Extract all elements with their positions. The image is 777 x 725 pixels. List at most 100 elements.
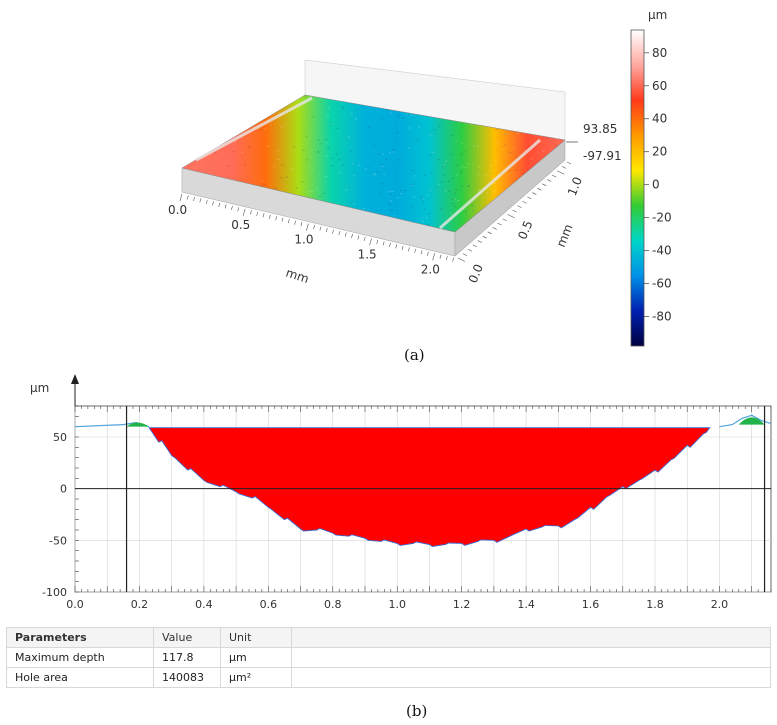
right-rim-ridge <box>439 138 541 230</box>
surface-speck <box>350 201 353 204</box>
surface-speck <box>357 164 360 166</box>
surface-speck <box>488 170 491 172</box>
surface-speck <box>341 233 343 234</box>
z-max-label: 93.85 <box>583 122 617 136</box>
surface-speck <box>310 190 313 192</box>
y-axis-tick <box>522 201 527 204</box>
surface-speck <box>325 155 328 157</box>
surface-speck <box>246 213 250 215</box>
surface-speck <box>319 195 322 198</box>
surface-speck <box>351 163 354 165</box>
surface-speck <box>331 157 334 159</box>
surface-speck <box>350 113 353 115</box>
surface-speck <box>419 196 423 198</box>
surface-speck <box>316 150 320 152</box>
y-axis-tick <box>532 192 537 195</box>
surface-speck <box>374 173 377 175</box>
surface-speck <box>502 149 505 151</box>
y-axis-tick <box>537 187 542 191</box>
surface-speck <box>533 197 536 199</box>
surface-speck <box>451 177 455 179</box>
surface-speck <box>192 222 195 224</box>
x-axis-tick <box>319 226 322 231</box>
surface-speck <box>226 223 230 225</box>
surface-speck <box>202 133 205 135</box>
surface-speck <box>261 99 264 101</box>
x-axis-tick <box>218 202 221 207</box>
surface-speck <box>189 228 192 230</box>
surface-speck <box>367 126 370 128</box>
x-axis-tick <box>281 217 284 222</box>
surface-speck <box>542 150 545 152</box>
surface-speck <box>441 181 444 183</box>
surface-speck <box>243 102 247 104</box>
x-axis-tick <box>382 241 385 246</box>
surface-speck <box>280 177 283 179</box>
y-axis-tick <box>472 244 477 248</box>
x-axis-tick <box>351 233 353 239</box>
surface-speck <box>310 149 313 152</box>
y-axis-3d: 0.0 0.5 1.0 <box>457 161 585 285</box>
surface-speck <box>404 189 407 191</box>
surface-speck <box>269 124 272 126</box>
caption-b: (b) <box>406 702 427 720</box>
surface-speck <box>338 159 341 161</box>
x-axis-tick <box>179 193 183 202</box>
surface-speck <box>397 114 400 117</box>
surface-speck <box>531 214 534 216</box>
surface-speck <box>213 203 216 205</box>
surface-speck <box>513 147 516 149</box>
surface-speck <box>389 193 392 195</box>
surface-speck <box>342 107 345 109</box>
surface-speck <box>413 196 416 198</box>
surface-speck <box>349 150 353 152</box>
surface-speck <box>193 215 196 217</box>
surface-speck <box>381 153 384 155</box>
surface-speck <box>223 101 226 103</box>
surface-speck <box>216 108 219 111</box>
x-tick-label: 1.0 <box>388 598 406 611</box>
surface-speck <box>345 189 348 191</box>
surface-speck <box>530 158 533 160</box>
surface-speck <box>231 104 234 106</box>
surface-speck <box>421 197 424 200</box>
surface-speck <box>422 198 425 200</box>
x-axis-tick <box>401 245 404 250</box>
surface-speck <box>217 110 221 112</box>
rim-bump-left <box>126 422 150 427</box>
surface-speck <box>410 114 413 116</box>
parameters-table: Parameters Value Unit Maximum depth 117.… <box>6 627 771 688</box>
surface-speck <box>215 234 217 235</box>
x-tick-label: 0.6 <box>260 598 278 611</box>
y-axis-tick <box>547 179 552 182</box>
surface-speck <box>230 126 233 128</box>
surface-speck <box>447 180 451 182</box>
row-value: 140083 <box>153 667 221 688</box>
surface-speck <box>454 189 458 191</box>
y-axis-tick <box>552 174 557 178</box>
header-unit: Unit <box>220 627 292 648</box>
x-axis-tick <box>300 222 303 227</box>
x-axis-tick <box>332 229 334 234</box>
surface-speck <box>553 191 556 193</box>
surface-speck <box>496 229 500 231</box>
surface-speck <box>259 98 262 100</box>
surface-speck <box>547 202 550 204</box>
surface-speck <box>425 217 428 219</box>
x-axis-tick <box>199 198 202 203</box>
surface-speck <box>263 102 266 104</box>
x-axis-tick <box>313 225 315 230</box>
surface-speck <box>339 172 342 174</box>
surface-speck <box>529 215 533 217</box>
colorbar-tick-label: -20 <box>652 211 672 225</box>
surface-speck <box>323 192 326 195</box>
surface-speck <box>335 153 339 155</box>
surface-speck <box>492 233 494 234</box>
surface-speck <box>233 128 236 130</box>
x-axis-label: mm <box>284 266 311 287</box>
surface-speck <box>260 128 263 131</box>
surface-speck <box>424 174 427 176</box>
surface-speck <box>541 191 544 193</box>
y-axis-tick <box>512 209 517 213</box>
surface-speck <box>440 208 443 210</box>
